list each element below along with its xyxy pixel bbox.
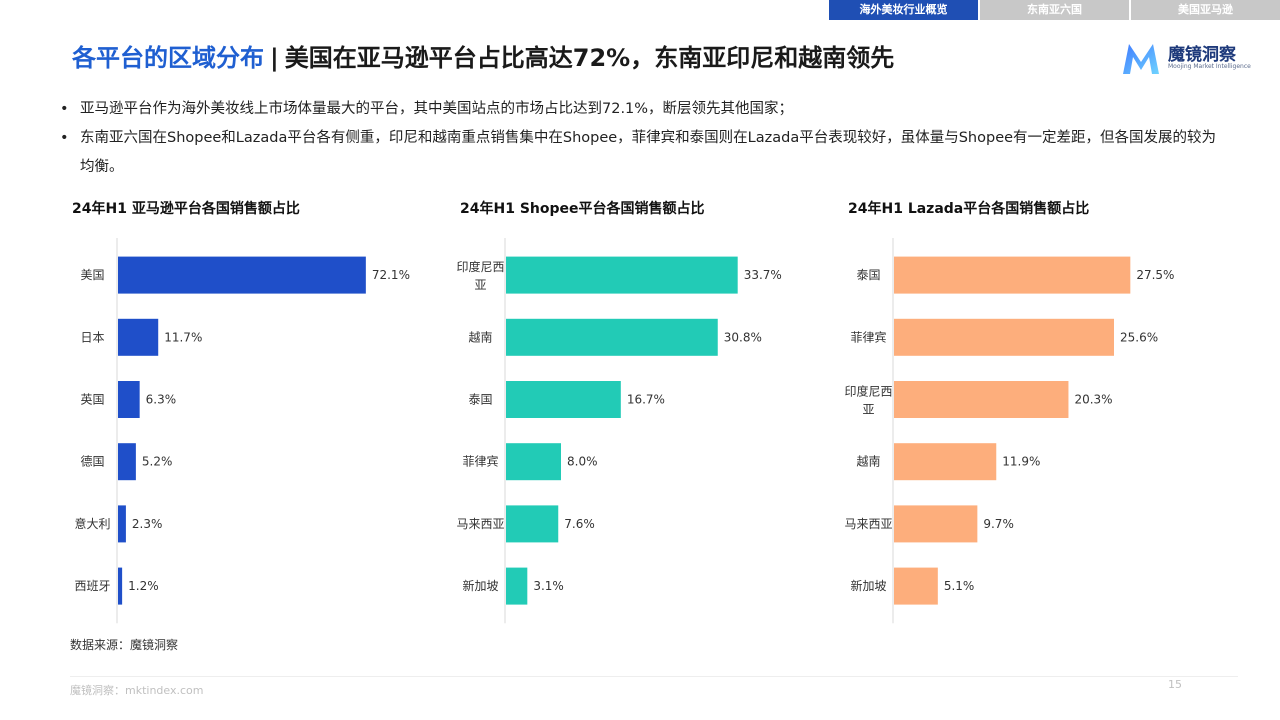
category-label: 西班牙 — [74, 579, 110, 593]
page-title: 各平台的区域分布 | 美国在亚马逊平台占比高达72%，东南亚印尼和越南领先 — [72, 40, 894, 76]
data-label: 33.7% — [744, 268, 782, 282]
category-label: 新加坡 — [850, 578, 886, 593]
data-label: 27.5% — [1136, 268, 1174, 282]
footer-text: 魔镜洞察：mktindex.com — [70, 684, 204, 697]
category-label: 泰国 — [856, 268, 880, 282]
logo-subtitle: Moojing Market Intelligence — [1168, 63, 1251, 70]
tab-overview[interactable]: 海外美妆行业概览 — [829, 0, 978, 20]
category-label: 德国 — [80, 454, 104, 469]
bar — [506, 505, 559, 543]
logo-mark-icon — [1123, 44, 1159, 74]
shopee-chart: 24年H1 Shopee平台各国销售额占比 33.7% 印度尼西亚 30.8% 越南 1… — [456, 198, 840, 624]
summary-bullets: 亚马逊平台作为海外美妆线上市场体量最大的平台，其中美国站点的市场占比达到72.1… — [60, 95, 1230, 182]
amazon-bar-chart: 72.1% 美国 11.7% 日本 6.3% 英国 5.2% 德国 2.3% 意大利 1.2% 西班牙 — [74, 238, 410, 624]
bar — [118, 443, 136, 481]
bar — [118, 505, 126, 543]
data-label: 6.3% — [146, 393, 177, 407]
data-label: 5.1% — [944, 579, 975, 593]
shopee-bar-chart: 33.7% 印度尼西亚 30.8% 越南 16.7% 泰国 8.0% 菲律宾 7.6% 马来西亚 3… — [456, 238, 782, 624]
data-label: 5.2% — [142, 455, 173, 469]
category-label: 印度尼西亚 — [844, 384, 892, 417]
bar — [894, 443, 997, 481]
title-separator: | — [270, 44, 279, 72]
data-label: 72.1% — [372, 268, 410, 282]
logo: 魔镜洞察 Moojing Market Intelligence — [1120, 38, 1251, 78]
bar — [506, 381, 621, 418]
data-label: 1.2% — [128, 579, 159, 593]
category-label: 意大利 — [74, 516, 110, 531]
bar — [506, 443, 561, 481]
section-tabs: 海外美妆行业概览 东南亚六国 美国亚马逊 — [827, 0, 1280, 20]
footer-divider — [70, 676, 1238, 677]
bar — [118, 567, 123, 605]
category-label: 泰国 — [468, 393, 492, 407]
category-label: 马来西亚 — [456, 517, 504, 531]
tab-us-amazon[interactable]: 美国亚马逊 — [1131, 0, 1280, 20]
chart-title: 24年H1 Lazada平台各国销售额占比 — [848, 201, 1090, 217]
data-label: 20.3% — [1074, 393, 1112, 407]
bar — [894, 381, 1069, 418]
logo-name: 魔镜洞察 — [1168, 45, 1236, 65]
title-sub: 美国在亚马逊平台占比高达72%，东南亚印尼和越南领先 — [284, 44, 895, 72]
category-label: 马来西亚 — [844, 517, 892, 531]
category-label: 菲律宾 — [462, 454, 498, 469]
data-label: 25.6% — [1120, 330, 1158, 344]
bar — [118, 256, 366, 294]
data-label: 2.3% — [132, 517, 163, 531]
data-label: 8.0% — [567, 455, 598, 469]
data-label: 7.6% — [564, 517, 595, 531]
bullet-amazon: 亚马逊平台作为海外美妆线上市场体量最大的平台，其中美国站点的市场占比达到72.1… — [60, 95, 1230, 124]
category-label: 菲律宾 — [850, 329, 886, 344]
data-label: 9.7% — [983, 517, 1014, 531]
title-main: 各平台的区域分布 — [72, 44, 264, 72]
data-source: 数据来源：魔镜洞察 — [70, 638, 179, 652]
bar — [506, 256, 738, 294]
page-number: 15 — [1168, 678, 1182, 691]
category-label: 越南 — [856, 454, 880, 469]
category-label: 美国 — [80, 268, 104, 282]
data-label: 11.9% — [1002, 455, 1040, 469]
bar — [118, 318, 159, 356]
bullet-southeast-asia: 东南亚六国在Shopee和Lazada平台各有侧重，印尼和越南重点销售集中在Sh… — [60, 124, 1230, 182]
bar — [894, 505, 978, 543]
bar — [506, 318, 718, 356]
category-label: 日本 — [80, 330, 104, 344]
bar — [118, 381, 140, 418]
amazon-chart: 24年H1 亚马逊平台各国销售额占比 72.1% 美国 11.7% 日本 6.3% 英国 5… — [72, 198, 452, 624]
bar — [894, 318, 1114, 356]
data-label: 30.8% — [724, 330, 762, 344]
category-label: 英国 — [80, 393, 104, 407]
lazada-bar-chart: 27.5% 泰国 25.6% 菲律宾 20.3% 印度尼西亚 11.9% 越南 9.7% 马来西亚… — [844, 238, 1174, 624]
category-label: 新加坡 — [462, 578, 498, 593]
chart-title: 24年H1 Shopee平台各国销售额占比 — [460, 201, 705, 217]
category-label: 印度尼西亚 — [456, 259, 504, 292]
tab-southeast-asia[interactable]: 东南亚六国 — [980, 0, 1129, 20]
chart-title: 24年H1 亚马逊平台各国销售额占比 — [72, 201, 300, 217]
lazada-chart: 24年H1 Lazada平台各国销售额占比 27.5% 泰国 25.6% 菲律宾 20.… — [844, 198, 1228, 624]
bar — [894, 256, 1131, 294]
data-label: 16.7% — [627, 393, 665, 407]
bar — [506, 567, 528, 605]
bar — [894, 567, 938, 605]
data-label: 11.7% — [164, 330, 202, 344]
data-label: 3.1% — [533, 579, 564, 593]
category-label: 越南 — [468, 329, 492, 344]
